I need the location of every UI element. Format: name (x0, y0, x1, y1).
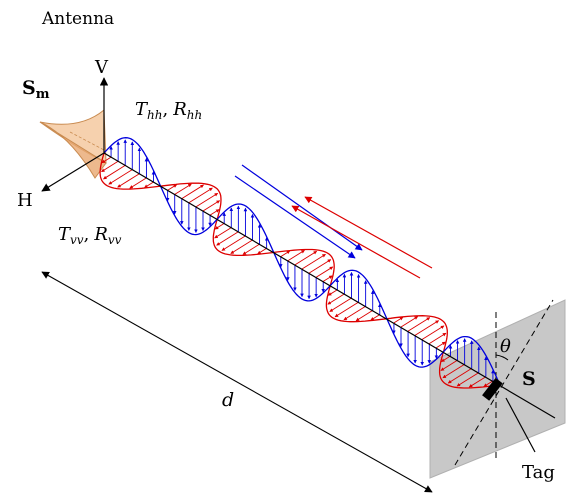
h-field-arrow (421, 325, 445, 340)
h-field-arrow (294, 250, 318, 266)
h-field-arrow (174, 183, 192, 195)
h-field-arrow (436, 341, 446, 349)
h-field-arrow (209, 209, 220, 216)
h-field-arrow (370, 314, 381, 321)
h-field-arrow (441, 355, 451, 362)
h-field-arrow (327, 293, 345, 305)
h-field-arrow (327, 289, 338, 296)
h-field-arrow (230, 239, 253, 254)
h-field-arrow (129, 177, 147, 189)
h-field-arrow (393, 316, 404, 324)
h-field-arrow (195, 192, 219, 208)
h-field-arrow (456, 372, 480, 387)
tag-icon (482, 377, 503, 401)
h-field-arrow (322, 275, 333, 282)
h-field-arrow (214, 227, 232, 239)
thh-rhh-label: Thh, Rhh (135, 99, 202, 122)
h-field-arrow (400, 316, 419, 328)
h-field-arrow (355, 310, 373, 322)
h-field-arrow (188, 187, 213, 204)
h-field-arrow (101, 160, 119, 173)
theta-arc (495, 354, 509, 361)
h-field-arrow (101, 156, 112, 164)
h-field-arrow (447, 368, 472, 384)
h-field-arrow (280, 250, 291, 257)
h-field-arrow (468, 376, 487, 388)
h-field-arrow (117, 173, 140, 188)
h-field-arrow (343, 305, 366, 321)
propagation-axis (103, 152, 556, 419)
h-field-arrow (308, 259, 332, 274)
antenna-horn-icon (39, 108, 107, 179)
h-field-arrow (214, 223, 225, 230)
h-field-arrow (440, 359, 458, 371)
sm-label: Sm (22, 77, 50, 102)
distance-label: d (222, 389, 234, 411)
h-field-arrow (242, 243, 260, 255)
h-field-arrow (108, 169, 133, 185)
h-axis-arrow (41, 152, 105, 192)
vertical-polarization-wave (103, 137, 501, 386)
h-field-arrow (334, 301, 359, 318)
distance-arrow (41, 271, 433, 493)
h-field-arrow (301, 253, 326, 270)
h-field-arrow (407, 317, 431, 332)
forward-arrow-1 (241, 164, 363, 251)
s-label: S (522, 368, 536, 390)
h-field-arrow (315, 266, 334, 278)
antenna-label: Antenna (41, 9, 114, 29)
h-axis-label: H (17, 190, 33, 211)
v-axis-label: V (94, 57, 109, 78)
h-field-arrow (287, 249, 305, 262)
h-field-arrow (216, 231, 239, 246)
return-arrow-1 (304, 196, 433, 269)
tag-pointer (505, 397, 536, 453)
h-field-arrow (414, 320, 440, 336)
return-arrow-2 (291, 205, 421, 279)
horizontal-polarization-wave (99, 152, 501, 389)
h-field-arrow (103, 165, 126, 180)
tvv-rvv-label: Tvv, Rvv (58, 224, 122, 247)
h-field-arrow (181, 184, 204, 199)
plate-diagonal-axis (454, 299, 554, 466)
forward-arrow-2 (234, 175, 356, 259)
h-field-arrow (429, 332, 447, 344)
h-field-arrow (167, 184, 178, 191)
h-field-arrow (483, 380, 494, 387)
h-field-arrow (442, 363, 465, 379)
h-field-arrow (329, 297, 352, 312)
tag-label: Tag (522, 462, 555, 483)
theta-label: θ (500, 336, 511, 357)
h-field-arrow (257, 247, 267, 255)
polarized-waves (99, 137, 501, 389)
h-field-arrow (202, 200, 221, 212)
h-field-arrow (144, 181, 154, 188)
h-field-arrow (221, 235, 246, 251)
